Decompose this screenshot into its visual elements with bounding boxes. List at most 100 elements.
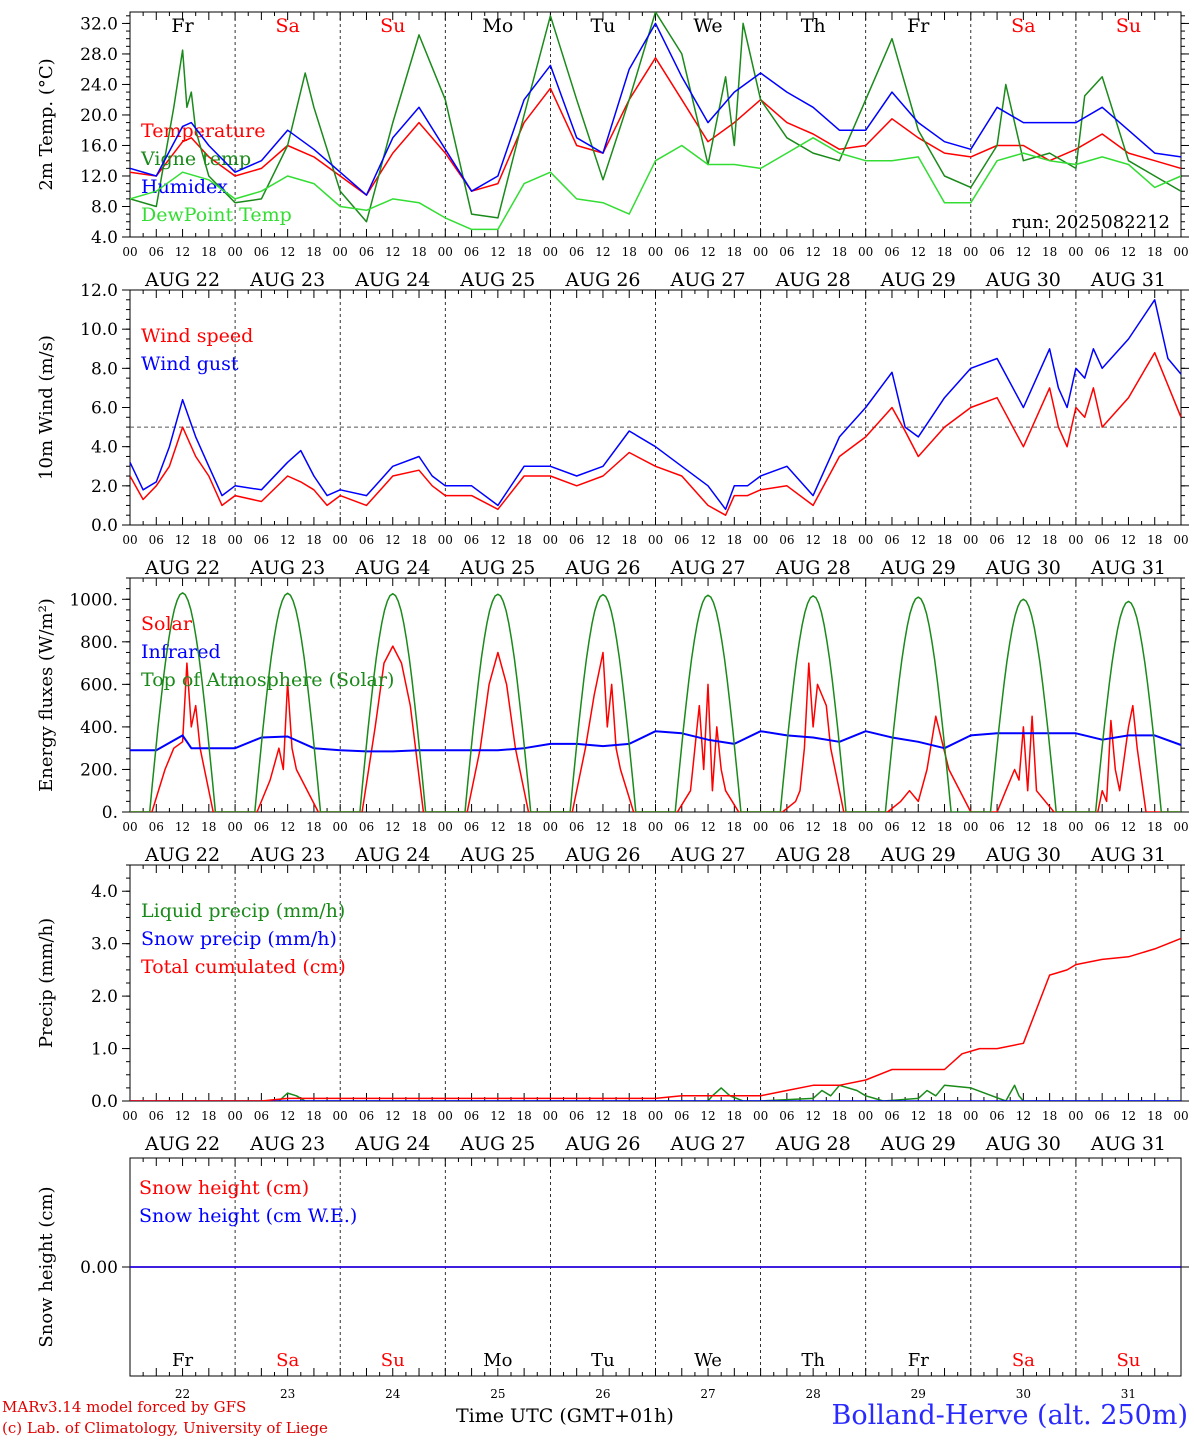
x-hour-label: 12 <box>175 245 190 259</box>
x-hour-label: 00 <box>227 245 242 259</box>
x-hour-label: 00 <box>753 820 768 834</box>
x-hour-label: 06 <box>359 533 374 547</box>
panel-temperature: 4.0 8.0 12.0 16.0 20.0 24.0 28.0 32.0 2m Temp. (… <box>36 11 1189 291</box>
x-hour-label: 18 <box>1147 533 1162 547</box>
x-hour-label: 06 <box>464 245 479 259</box>
x-hour-label: 00 <box>753 245 768 259</box>
x-date-label: AUG 30 <box>985 1133 1061 1155</box>
x-hour-label: 18 <box>832 533 847 547</box>
x-date-label: AUG 23 <box>249 557 325 579</box>
x-hour-label: 00 <box>858 245 873 259</box>
x-hour-label: 18 <box>516 245 531 259</box>
x-date-label: AUG 28 <box>775 844 851 866</box>
x-date-label: AUG 31 <box>1090 269 1166 291</box>
day-number-label: 26 <box>595 1387 610 1401</box>
weekday-label: Tu <box>591 1350 615 1371</box>
x-hour-label: 06 <box>674 1109 689 1123</box>
x-hour-label: 18 <box>306 1109 321 1123</box>
weekday-label: We <box>693 15 722 37</box>
series-line-solar <box>130 645 1181 812</box>
x-hour-label: 00 <box>1068 1109 1083 1123</box>
panel-energy: 0. 200. 400. 600. 800. 1000. Energy fluxes (W/… <box>36 577 1189 866</box>
y-tick-label: 12.0 <box>80 167 118 187</box>
x-hour-label: 06 <box>149 533 164 547</box>
x-hour-label: 00 <box>122 245 137 259</box>
run-label: run: 2025082212 <box>1012 212 1170 233</box>
x-hour-label: 12 <box>280 245 295 259</box>
x-date-label: AUG 29 <box>880 269 956 291</box>
x-hour-label: 06 <box>884 245 899 259</box>
panel-snow: 0.00 Snow height (cm) Snow height (cm) Snow… <box>36 1157 1189 1401</box>
x-hour-label: 06 <box>779 1109 794 1123</box>
y-tick-label: 6.0 <box>91 399 118 419</box>
x-hour-label: 18 <box>727 245 742 259</box>
x-hour-label: 12 <box>806 820 821 834</box>
x-hour-label: 06 <box>989 1109 1004 1123</box>
x-hour-label: 06 <box>254 533 269 547</box>
x-hour-label: 18 <box>306 245 321 259</box>
x-hour-label: 18 <box>201 533 216 547</box>
y-tick-label: 3.0 <box>91 935 118 955</box>
x-hour-label: 12 <box>175 820 190 834</box>
x-hour-label: 06 <box>359 245 374 259</box>
x-hour-label: 06 <box>254 1109 269 1123</box>
panel-wind: 0.0 2.0 4.0 6.0 8.0 10.0 12.0 10m Wind (m/s) 00 0… <box>36 281 1189 579</box>
y-tick-label: 8.0 <box>91 359 118 379</box>
x-hour-label: 12 <box>700 533 715 547</box>
x-hour-label: 12 <box>911 1109 926 1123</box>
x-date-label: AUG 29 <box>880 557 956 579</box>
x-hour-label: 18 <box>201 1109 216 1123</box>
x-date-label: AUG 27 <box>669 269 745 291</box>
x-date-label: AUG 30 <box>985 269 1061 291</box>
x-date-label: AUG 24 <box>354 1133 430 1155</box>
x-hour-label: 18 <box>516 1109 531 1123</box>
x-date-label: AUG 23 <box>249 844 325 866</box>
y-tick-label: 2.0 <box>91 477 118 497</box>
x-hour-label: 06 <box>359 820 374 834</box>
x-hour-label: 12 <box>490 245 505 259</box>
weekday-label: Sa <box>275 15 299 37</box>
x-hour-label: 18 <box>1042 533 1057 547</box>
x-date-label: AUG 27 <box>669 1133 745 1155</box>
x-hour-label: 00 <box>122 820 137 834</box>
x-hour-label: 06 <box>674 245 689 259</box>
y-tick-label: 4.0 <box>91 882 118 902</box>
x-hour-label: 00 <box>438 1109 453 1123</box>
x-date-label: AUG 29 <box>880 844 956 866</box>
weekday-label: Su <box>1116 1350 1140 1371</box>
x-hour-label: 18 <box>727 820 742 834</box>
x-hour-label: 18 <box>201 245 216 259</box>
x-hour-label: 06 <box>569 533 584 547</box>
x-date-label: AUG 24 <box>354 844 430 866</box>
x-hour-label: 12 <box>806 1109 821 1123</box>
day-number-label: 22 <box>175 1387 190 1401</box>
x-hour-label: 06 <box>149 1109 164 1123</box>
x-hour-label: 18 <box>1147 1109 1162 1123</box>
x-hour-label: 12 <box>700 1109 715 1123</box>
x-hour-label: 18 <box>411 820 426 834</box>
x-date-label: AUG 28 <box>775 1133 851 1155</box>
x-hour-label: 00 <box>438 533 453 547</box>
x-hour-label: 18 <box>832 245 847 259</box>
x-hour-label: 18 <box>937 533 952 547</box>
x-hour-label: 06 <box>989 820 1004 834</box>
series-line-total-cumulated-cm- <box>130 937 1181 1101</box>
x-date-label: AUG 22 <box>144 844 220 866</box>
series-line-vigne-temp <box>130 12 1181 223</box>
weekday-label: Th <box>801 1350 825 1371</box>
x-hour-label: 18 <box>1042 1109 1057 1123</box>
x-hour-label: 18 <box>306 533 321 547</box>
x-hour-label: 12 <box>490 820 505 834</box>
x-hour-label: 06 <box>149 820 164 834</box>
legend-entry: Wind gust <box>141 353 239 375</box>
x-date-label: AUG 26 <box>564 844 640 866</box>
x-hour-label: 12 <box>280 1109 295 1123</box>
y-tick-label: 32.0 <box>80 14 118 34</box>
x-hour-label: 00 <box>227 1109 242 1123</box>
y-tick-label: 24.0 <box>80 75 118 95</box>
series-line-temperature <box>130 57 1181 196</box>
x-hour-label: 00 <box>648 1109 663 1123</box>
x-date-label: AUG 24 <box>354 557 430 579</box>
x-hour-label: 18 <box>937 245 952 259</box>
y-tick-label: 28.0 <box>80 45 118 65</box>
